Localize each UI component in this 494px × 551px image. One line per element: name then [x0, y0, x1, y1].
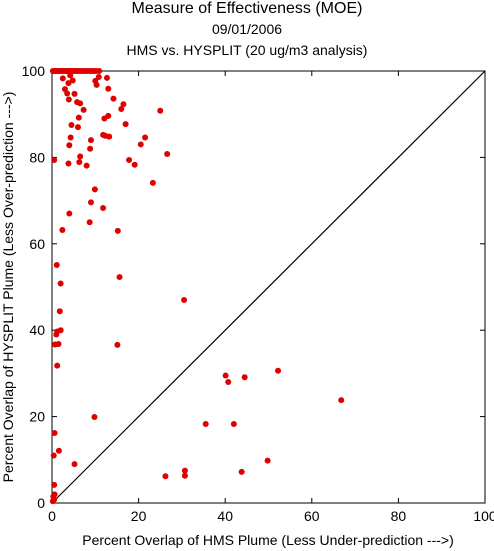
data-point [59, 226, 66, 233]
data-point [49, 498, 56, 505]
x-tick-label: 0 [48, 508, 56, 524]
data-point [105, 112, 112, 119]
data-point [91, 186, 98, 193]
x-axis-label: Percent Overlap of HMS Plume (Less Under… [82, 532, 454, 548]
data-point [181, 472, 188, 479]
data-point [55, 341, 62, 348]
data-point [105, 85, 112, 92]
data-point [264, 457, 271, 464]
data-point [50, 452, 57, 459]
data-point [241, 374, 248, 381]
data-point [164, 150, 171, 157]
data-point [66, 142, 73, 149]
data-point [230, 420, 237, 427]
data-point [93, 81, 100, 88]
x-tick-label: 20 [131, 508, 147, 524]
data-point [66, 210, 73, 217]
data-point [80, 106, 87, 113]
data-point [77, 100, 84, 107]
data-point [202, 420, 209, 427]
y-tick-label: 0 [37, 495, 45, 511]
x-tick-label: 60 [304, 508, 320, 524]
data-point [57, 280, 64, 287]
data-point [51, 156, 58, 163]
data-point [71, 461, 78, 468]
data-point [114, 341, 121, 348]
data-point [238, 468, 245, 475]
plot-frame [51, 70, 486, 504]
data-point [75, 114, 82, 121]
data-point [137, 141, 144, 148]
data-point [120, 101, 127, 108]
data-point [222, 372, 229, 379]
data-point [69, 77, 76, 84]
data-point [95, 74, 102, 81]
data-point [55, 447, 62, 454]
data-point [225, 379, 232, 386]
data-point [51, 481, 58, 488]
data-points [49, 68, 345, 505]
data-point [126, 156, 133, 163]
data-point [106, 133, 113, 140]
data-point [64, 90, 71, 97]
data-point [100, 204, 107, 211]
y-axis-ticks: 0 20 40 60 80 100 [22, 63, 485, 511]
data-point [157, 107, 164, 114]
data-point [149, 179, 156, 186]
data-point [65, 160, 72, 167]
data-point [56, 308, 63, 315]
x-tick-label: 80 [391, 508, 407, 524]
data-point [110, 95, 117, 102]
x-axis-ticks: 0 20 40 60 80 100 [48, 71, 494, 524]
data-point [87, 145, 94, 152]
data-point [54, 362, 61, 369]
data-point [87, 137, 94, 144]
data-point [275, 367, 282, 374]
x-tick-label: 40 [217, 508, 233, 524]
data-point [96, 68, 103, 74]
data-point [118, 106, 125, 113]
y-tick-label: 80 [29, 149, 45, 165]
data-point [338, 397, 345, 404]
data-point [53, 261, 60, 268]
data-point [51, 430, 58, 437]
data-point [67, 134, 74, 141]
chart-subtitle-date: 09/01/2006 [211, 21, 283, 37]
data-point [122, 121, 129, 128]
data-point [59, 75, 66, 82]
data-point [76, 159, 83, 166]
data-point [162, 473, 169, 480]
reference-diagonal [51, 70, 486, 504]
chart-subtitle-analysis: HMS vs. HYSPLIT (20 ug/m3 analysis) [126, 42, 368, 58]
data-point [181, 296, 188, 303]
y-axis-label: Percent Overlap of HYSPLIT Plume (Less O… [0, 92, 16, 483]
data-point [116, 274, 123, 281]
chart-title: Measure of Effectiveness (MOE) [131, 0, 363, 17]
data-point [74, 124, 81, 131]
data-point [91, 414, 98, 421]
data-point [65, 80, 72, 87]
data-point [114, 227, 121, 234]
data-point [142, 134, 149, 141]
x-tick-label: 100 [473, 508, 494, 524]
data-point [181, 467, 188, 474]
data-point [103, 74, 110, 81]
data-point [53, 331, 60, 338]
data-point [65, 96, 72, 103]
data-point [67, 72, 74, 79]
y-tick-label: 20 [29, 409, 45, 425]
data-point [68, 122, 75, 128]
data-point [71, 90, 78, 97]
y-tick-label: 60 [29, 236, 45, 252]
data-point [87, 199, 94, 206]
y-tick-label: 100 [22, 63, 46, 79]
data-point [131, 161, 138, 168]
data-point [77, 153, 84, 160]
data-point [86, 219, 93, 226]
data-point [83, 162, 90, 169]
y-tick-label: 40 [29, 322, 45, 338]
